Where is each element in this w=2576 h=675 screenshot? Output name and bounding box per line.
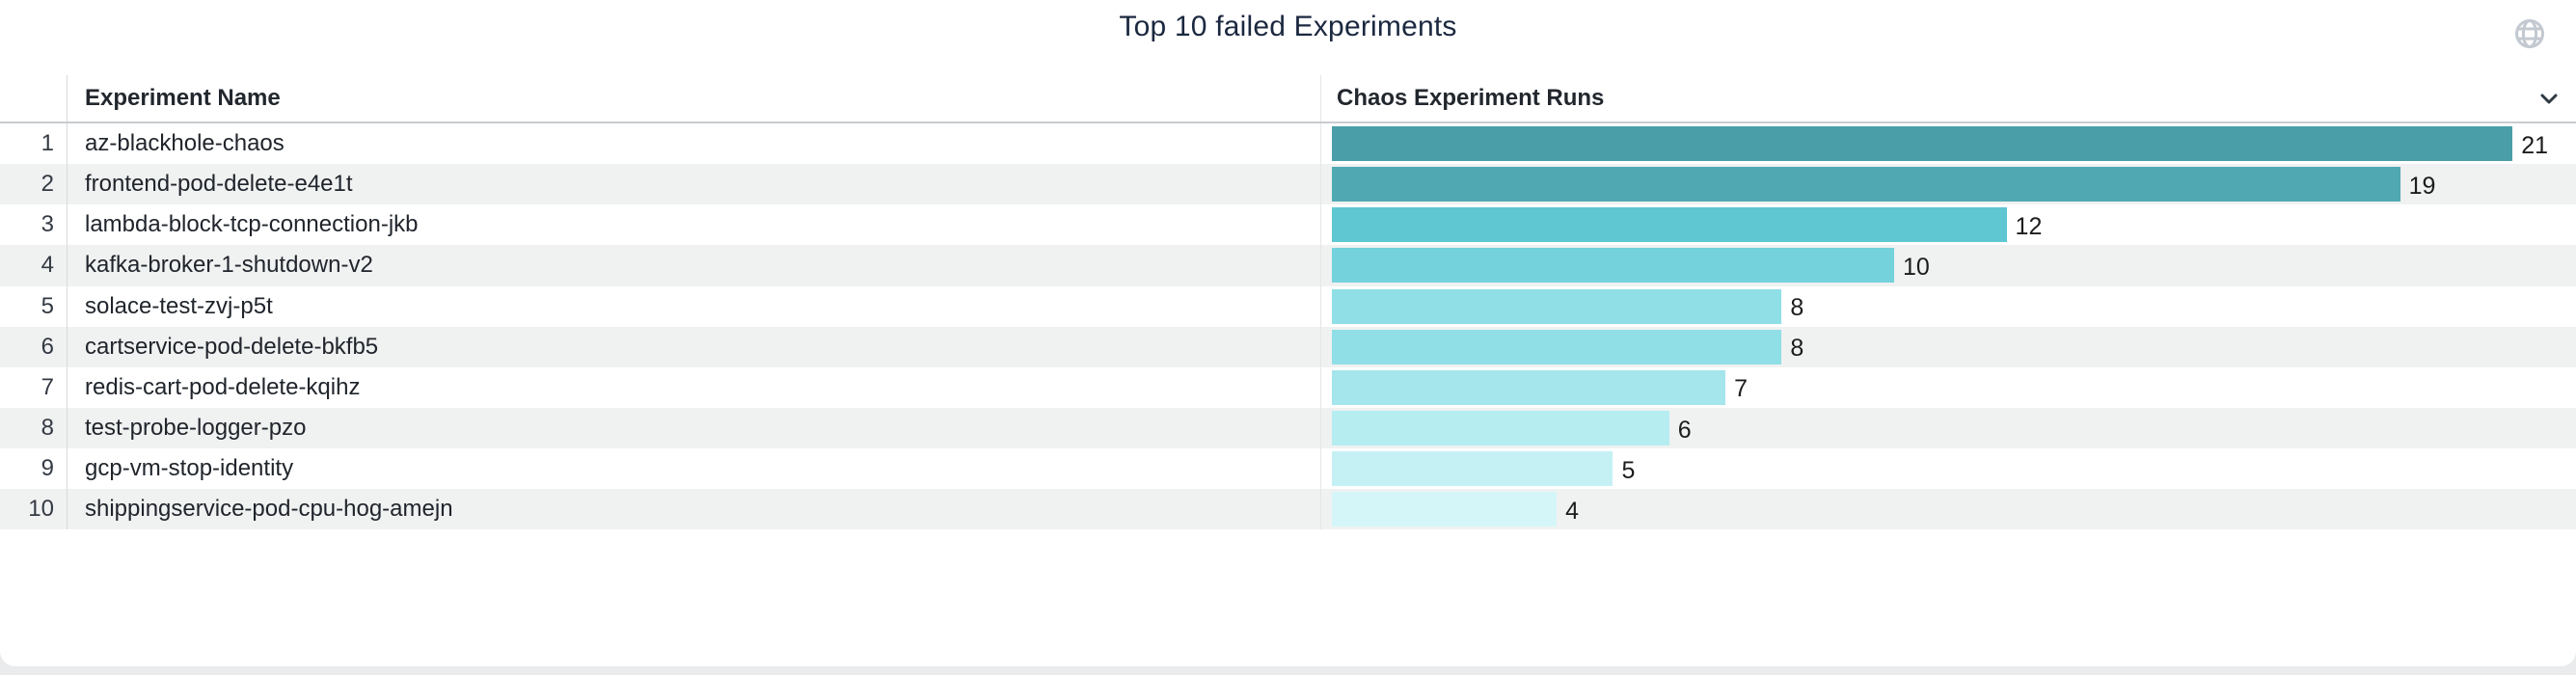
- runs-bar[interactable]: [1332, 288, 1782, 324]
- experiment-name[interactable]: lambda-block-tcp-connection-jkb: [85, 211, 419, 238]
- table-row: 2 frontend-pod-delete-e4e1t 19: [0, 164, 2576, 205]
- runs-value: 7: [1734, 375, 1748, 403]
- runs-bar[interactable]: [1332, 248, 1894, 284]
- table-header-row: Experiment Name Chaos Experiment Runs: [0, 75, 2576, 123]
- bar-track: 12: [1332, 204, 2576, 245]
- runs-cell: 5: [1320, 448, 2576, 490]
- bar-track: 10: [1332, 245, 2576, 285]
- row-rank: 5: [0, 285, 68, 327]
- experiment-name-column-header[interactable]: Experiment Name: [85, 85, 281, 111]
- experiment-name[interactable]: cartservice-pod-delete-bkfb5: [85, 333, 379, 360]
- runs-cell: 7: [1320, 366, 2576, 408]
- bar-track: 7: [1332, 367, 2576, 408]
- bar-track: 21: [1332, 123, 2576, 164]
- experiment-name[interactable]: test-probe-logger-pzo: [85, 415, 307, 442]
- row-rank: 1: [0, 123, 68, 165]
- bar-track: 4: [1332, 489, 2576, 529]
- experiment-name[interactable]: redis-cart-pod-delete-kqihz: [85, 373, 361, 400]
- runs-bar[interactable]: [1332, 411, 1669, 446]
- table-row: 3 lambda-block-tcp-connection-jkb 12: [0, 204, 2576, 246]
- rank-column-header: [0, 75, 68, 122]
- runs-bar[interactable]: [1332, 329, 1782, 364]
- experiment-name[interactable]: solace-test-zvj-p5t: [85, 292, 273, 319]
- page-title: Top 10 failed Experiments: [1119, 11, 1457, 42]
- runs-bar[interactable]: [1332, 369, 1726, 405]
- runs-bar[interactable]: [1332, 451, 1613, 487]
- runs-bar[interactable]: [1332, 492, 1558, 527]
- table-row: 5 solace-test-zvj-p5t 8: [0, 285, 2576, 327]
- runs-cell: 8: [1320, 285, 2576, 327]
- experiment-name[interactable]: az-blackhole-chaos: [85, 130, 285, 157]
- runs-value: 21: [2521, 131, 2549, 159]
- runs-value: 8: [1790, 294, 1804, 322]
- table-row: 10 shippingservice-pod-cpu-hog-amejn 4: [0, 489, 2576, 530]
- table-body: 1 az-blackhole-chaos 21 2 frontend-pod-d…: [0, 123, 2576, 530]
- bar-track: 8: [1332, 286, 2576, 327]
- row-rank: 3: [0, 204, 68, 246]
- chevron-down-icon[interactable]: [2537, 87, 2561, 110]
- runs-cell: 6: [1320, 407, 2576, 449]
- table-row: 8 test-probe-logger-pzo 6: [0, 407, 2576, 449]
- row-rank: 7: [0, 366, 68, 408]
- runs-value: 12: [2015, 212, 2043, 240]
- runs-value: 6: [1677, 416, 1692, 444]
- runs-cell: 4: [1320, 489, 2576, 530]
- widget-titlebar: Top 10 failed Experiments: [0, 0, 2576, 75]
- table-row: 9 gcp-vm-stop-identity 5: [0, 448, 2576, 490]
- runs-value: 8: [1790, 335, 1804, 363]
- table-row: 7 redis-cart-pod-delete-kqihz 7: [0, 366, 2576, 408]
- row-rank: 4: [0, 245, 68, 286]
- bar-track: 8: [1332, 327, 2576, 367]
- globe-icon[interactable]: [2512, 16, 2547, 51]
- bar-track: 19: [1332, 164, 2576, 204]
- runs-cell: 12: [1320, 204, 2576, 246]
- runs-value: 5: [1621, 456, 1636, 484]
- runs-column-label: Chaos Experiment Runs: [1337, 85, 1605, 111]
- runs-cell: 10: [1320, 245, 2576, 286]
- bar-track: 5: [1332, 448, 2576, 489]
- row-rank: 8: [0, 407, 68, 449]
- runs-value: 10: [1902, 253, 1930, 281]
- runs-cell: 21: [1320, 123, 2576, 165]
- experiment-name[interactable]: gcp-vm-stop-identity: [85, 455, 294, 482]
- runs-value: 4: [1565, 497, 1580, 525]
- experiment-name[interactable]: shippingservice-pod-cpu-hog-amejn: [85, 496, 453, 523]
- runs-cell: 8: [1320, 326, 2576, 367]
- table-row: 6 cartservice-pod-delete-bkfb5 8: [0, 326, 2576, 367]
- table-row: 1 az-blackhole-chaos 21: [0, 123, 2576, 165]
- runs-cell: 19: [1320, 164, 2576, 205]
- row-rank: 2: [0, 164, 68, 205]
- row-rank: 6: [0, 326, 68, 367]
- experiment-name[interactable]: frontend-pod-delete-e4e1t: [85, 171, 353, 198]
- experiment-name[interactable]: kafka-broker-1-shutdown-v2: [85, 252, 373, 279]
- runs-value: 19: [2408, 172, 2436, 200]
- runs-column-header[interactable]: Chaos Experiment Runs: [1320, 75, 2576, 122]
- runs-bar[interactable]: [1332, 126, 2513, 162]
- table-row: 4 kafka-broker-1-shutdown-v2 10: [0, 245, 2576, 286]
- runs-bar[interactable]: [1332, 167, 2400, 202]
- runs-bar[interactable]: [1332, 207, 2007, 243]
- row-rank: 9: [0, 448, 68, 490]
- bar-track: 6: [1332, 408, 2576, 448]
- row-rank: 10: [0, 489, 68, 530]
